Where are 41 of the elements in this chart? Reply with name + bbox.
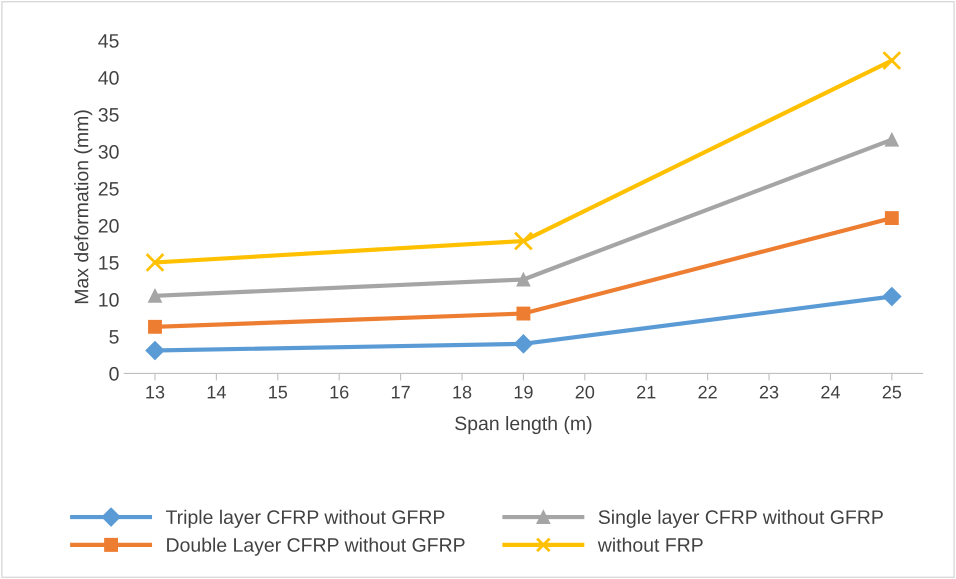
y-axis-title: Max deformation (mm): [74, 110, 92, 304]
point: [884, 211, 899, 226]
x-tick-label: 15: [269, 386, 288, 399]
x-tick-label: 19: [514, 386, 533, 399]
point: [882, 286, 902, 306]
legend-label: Triple layer CFRP without GFRP: [166, 510, 444, 528]
y-tick-label: 10: [99, 292, 119, 307]
x-tick-label: 21: [637, 386, 656, 398]
x-tick-label: 23: [760, 386, 778, 399]
legend-label: Single layer CFRP without GFRP: [598, 510, 883, 528]
y-tick-label: 20: [98, 218, 119, 233]
x-tick-label: 17: [392, 386, 410, 398]
y-tick-label: 0: [109, 366, 119, 381]
x-tick-label: 22: [698, 386, 717, 398]
y-tick-label: 5: [109, 330, 119, 344]
y-tick-label: 35: [98, 108, 119, 122]
point: [514, 334, 533, 354]
x-tick-label: 20: [576, 386, 594, 399]
x-tick-label: 13: [146, 386, 164, 399]
point: [514, 231, 534, 251]
x-tick-label: 16: [330, 386, 348, 399]
point: [516, 272, 530, 286]
point: [516, 306, 530, 320]
x-tick-label: 24: [821, 386, 840, 398]
point: [148, 288, 162, 303]
y-tick-label: 40: [98, 70, 119, 85]
point: [148, 320, 162, 334]
y-tick-label: 30: [98, 144, 119, 159]
point: [145, 252, 165, 272]
legend-label: Double Layer CFRP without GFRP: [167, 538, 465, 556]
point: [145, 340, 165, 360]
x-tick-label: 14: [208, 386, 226, 398]
x-tick-label: 18: [453, 386, 472, 399]
point: [884, 132, 899, 147]
x-axis-title: Span length (m): [455, 416, 592, 434]
legend-label: without FRP: [598, 538, 703, 552]
y-tick-label: 25: [98, 182, 119, 196]
point: [882, 50, 902, 70]
x-tick-label: 25: [882, 386, 902, 399]
y-tick-label: 45: [98, 34, 119, 48]
y-tick-label: 15: [99, 256, 119, 270]
